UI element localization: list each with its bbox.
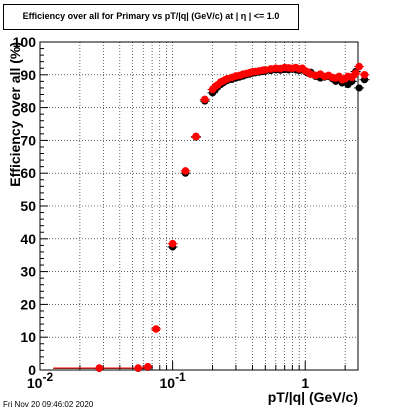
y-tick-label: 20 [20, 296, 36, 312]
y-tick-label: 0 [28, 362, 36, 378]
y-tick-label: 90 [20, 67, 36, 83]
data-point [355, 62, 363, 71]
y-tick-label: 100 [13, 34, 37, 50]
data-point [355, 84, 363, 92]
chart-title: Efficiency over all for Primary vs pT/|q… [22, 11, 280, 21]
y-tick-label: 80 [20, 100, 36, 116]
x-tick-label: 1 [301, 375, 309, 391]
y-tick-label: 60 [20, 165, 36, 181]
chart-title-box: Efficiency over all for Primary vs pT/|q… [3, 4, 299, 30]
y-tick-label: 50 [20, 198, 36, 214]
data-point [351, 69, 360, 77]
data-point [168, 239, 177, 248]
footer-timestamp: Fri Nov 20 09:46:02 2020 [3, 400, 94, 409]
data-point [152, 325, 160, 333]
y-tick-label: 40 [20, 231, 36, 247]
x-tick-label: 10-1 [159, 370, 186, 391]
data-point [144, 362, 152, 371]
y-tick-label: 10 [20, 329, 36, 345]
data-point [134, 364, 142, 372]
data-point [360, 71, 369, 79]
x-axis-label: pT/|q| (GeV/c) [268, 389, 358, 405]
data-point [181, 167, 190, 175]
y-tick-label: 70 [20, 132, 36, 148]
data-point [201, 95, 209, 104]
y-tick-label: 30 [20, 264, 36, 280]
data-point [95, 364, 104, 372]
data-point [192, 132, 200, 141]
y-axis-label: Efficiency over all (%) [7, 42, 23, 187]
